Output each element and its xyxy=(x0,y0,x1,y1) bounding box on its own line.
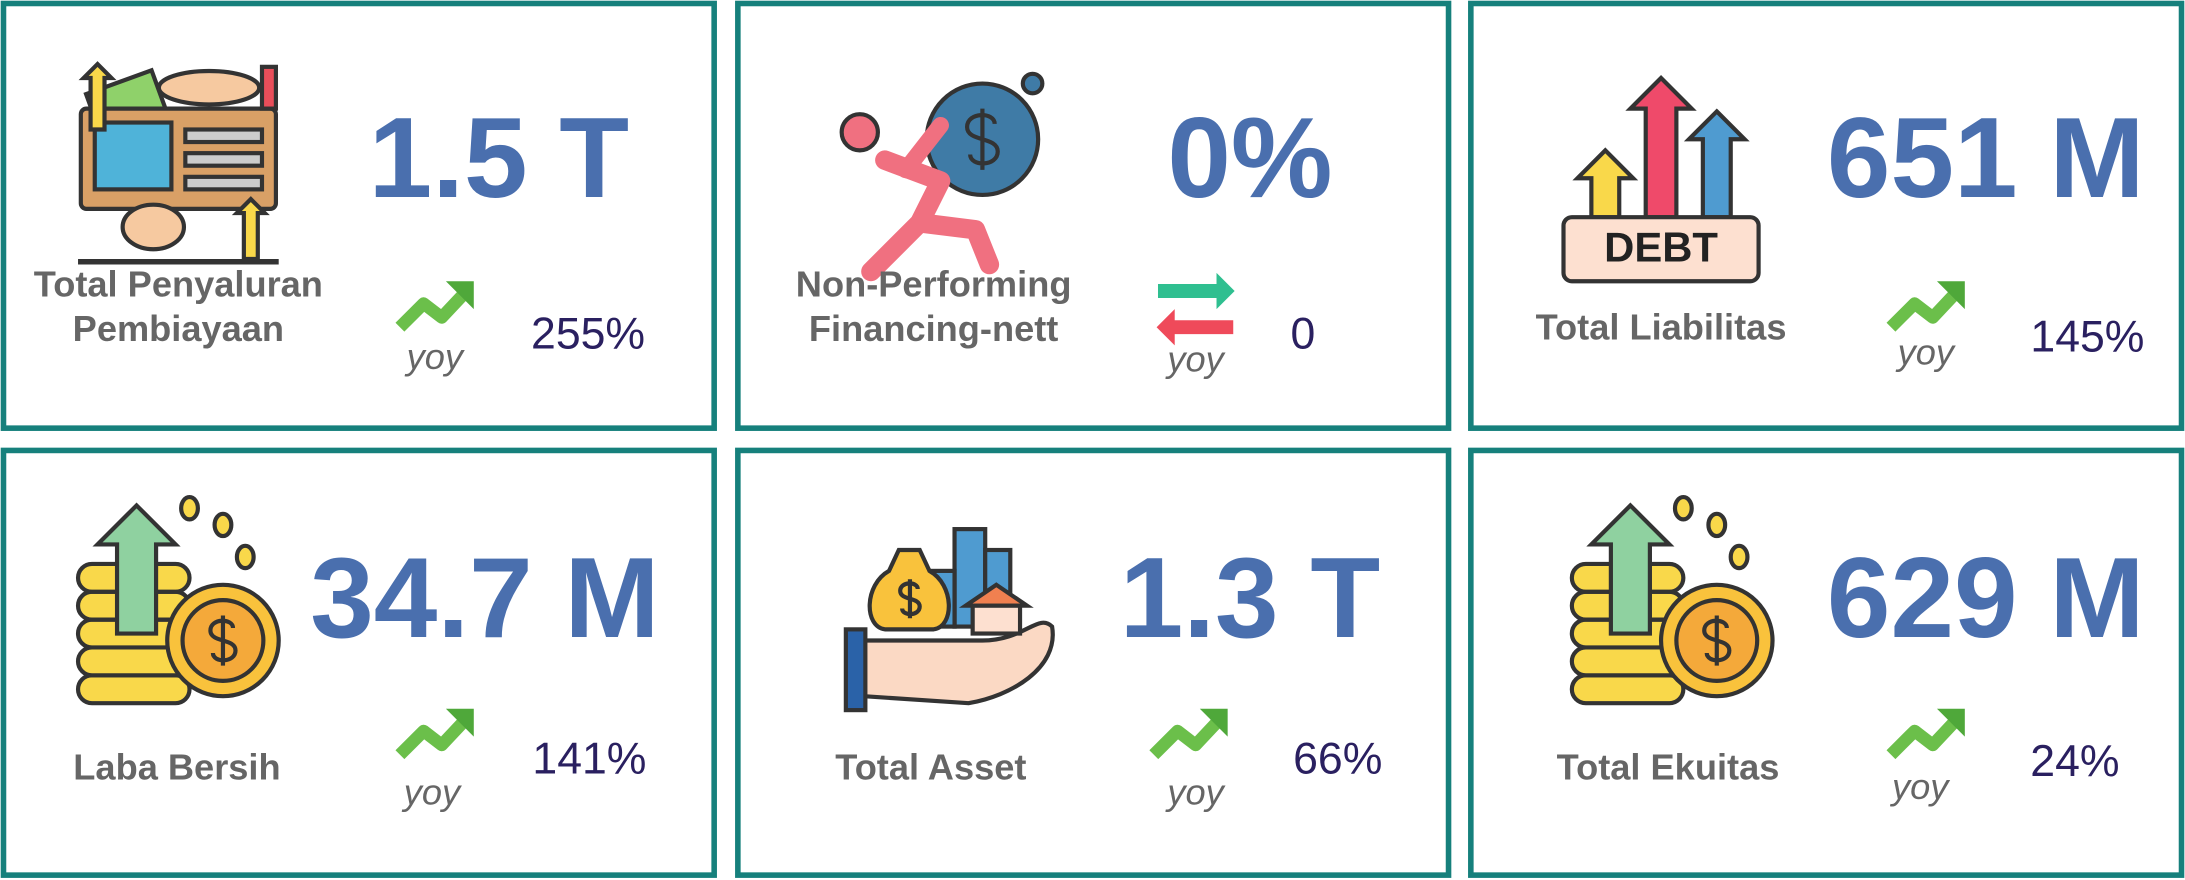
change-value: 141% xyxy=(532,734,646,783)
change-value: 24% xyxy=(2030,737,2119,786)
house xyxy=(973,606,1020,634)
kpi-label: Total Penyaluran xyxy=(34,263,323,304)
coin-chip xyxy=(215,514,232,536)
kpi-value: 34.7 M xyxy=(310,535,659,662)
icon-text: DEBT xyxy=(1604,224,1718,271)
kpi-card: 34.7 M Laba Bersih yoy 141% xyxy=(3,450,714,875)
kpi-label: Total Liabilitas xyxy=(1536,307,1787,348)
kpi-value: 629 M xyxy=(1827,535,2145,662)
kpi-card: 1.3 T Total Asset yoy 66% xyxy=(738,450,1449,875)
coin-stack xyxy=(78,675,189,703)
coin-stack xyxy=(1572,675,1683,703)
kpi-card: DEBT 651 M Total Liabilitas yoy 145% xyxy=(1471,3,2182,428)
coin-chip xyxy=(1675,497,1692,519)
kpi-label: Pembiayaan xyxy=(73,308,284,349)
coin-chip xyxy=(237,546,254,568)
head xyxy=(842,114,878,150)
hand xyxy=(123,205,184,250)
coin-chip xyxy=(181,497,198,519)
trend-label: yoy xyxy=(1895,332,1956,373)
kpi-label: Non-Performing xyxy=(796,263,1072,304)
dashboard: 1.5 T Total PenyaluranPembiayaan yoy 255% 0%… xyxy=(0,0,2185,880)
kpi-label: Total Ekuitas xyxy=(1557,747,1780,788)
cuff xyxy=(262,67,276,109)
kpi-value: 651 M xyxy=(1827,95,2145,222)
slot xyxy=(185,153,262,166)
coin-chip xyxy=(1731,546,1748,568)
kpi-label: Total Asset xyxy=(835,747,1026,788)
slot xyxy=(185,129,262,142)
change-value: 66% xyxy=(1293,734,1382,783)
trend-label: yoy xyxy=(404,336,465,377)
coin-chip xyxy=(1708,514,1725,536)
fuse xyxy=(1023,74,1043,93)
kpi-value: 1.5 T xyxy=(369,95,629,222)
kpi-label: Financing-nett xyxy=(809,308,1058,349)
cuff xyxy=(846,629,866,710)
trend-label: yoy xyxy=(1164,772,1225,813)
kpi-card: 629 M Total Ekuitas yoy 24% xyxy=(1471,450,2182,875)
kpi-value: 0% xyxy=(1167,95,1332,222)
trend-label: yoy xyxy=(401,772,462,813)
hand xyxy=(159,71,259,104)
screen xyxy=(95,123,172,190)
card-border xyxy=(738,3,1449,428)
slot xyxy=(185,177,262,190)
page: 1.5 T Total PenyaluranPembiayaan yoy 255% 0%… xyxy=(0,0,2185,880)
kpi-value: 1.3 T xyxy=(1120,535,1380,662)
change-value: 145% xyxy=(2030,313,2144,362)
trend-label: yoy xyxy=(1164,339,1225,380)
trend-label: yoy xyxy=(1889,766,1950,807)
change-value: 255% xyxy=(531,310,645,359)
change-value: 0 xyxy=(1291,310,1316,359)
kpi-label: Laba Bersih xyxy=(73,747,280,788)
